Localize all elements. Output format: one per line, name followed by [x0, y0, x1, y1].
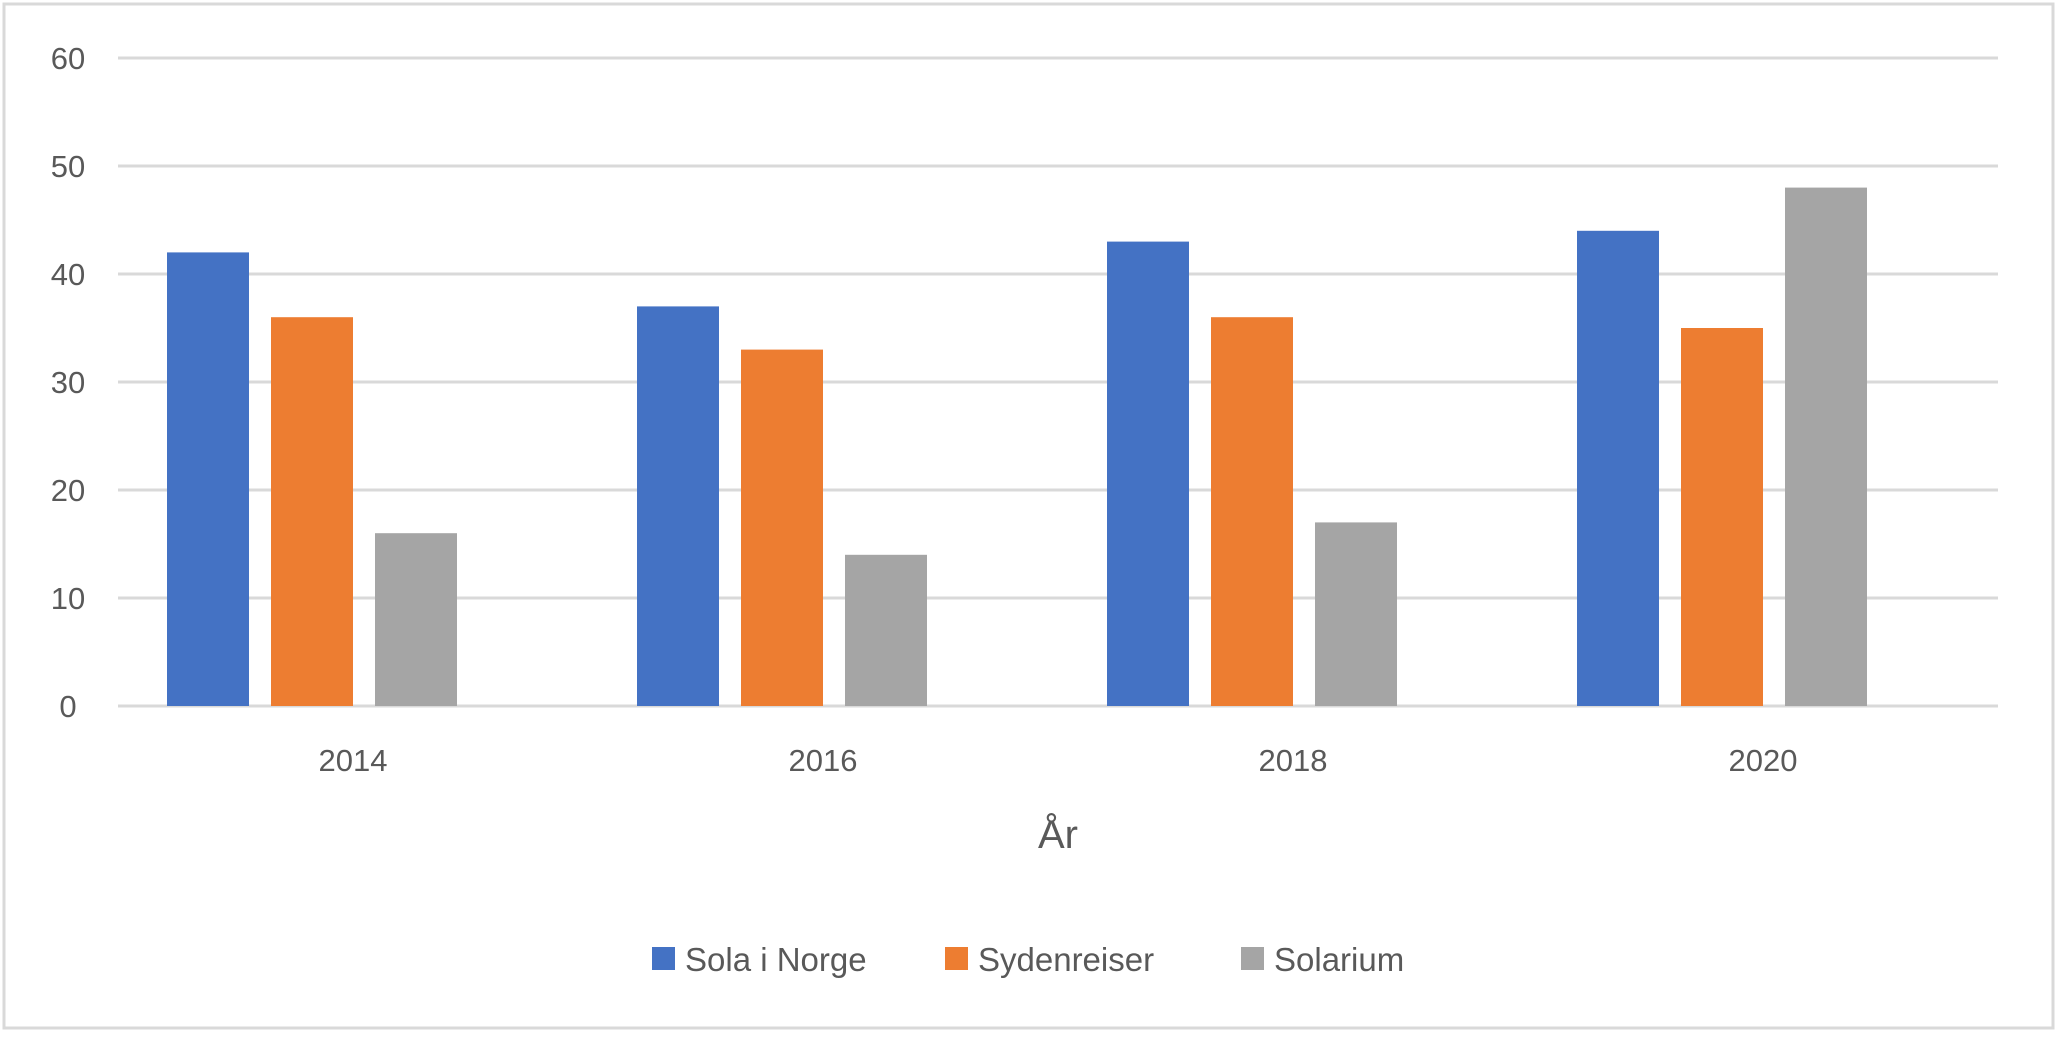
bar-sydenreiser-2018 [1211, 317, 1293, 706]
legend-label: Solarium [1274, 941, 1404, 978]
bar-solarium-2016 [845, 554, 927, 706]
bar-sydenreiser-2020 [1681, 328, 1763, 706]
bar-sola-i-norge-2020 [1577, 230, 1659, 707]
y-tick-label: 50 [51, 149, 85, 184]
y-tick-label: 60 [51, 41, 85, 76]
y-tick-label: 40 [51, 257, 85, 292]
legend: Sola i Norge Sydenreiser Solarium [652, 941, 1404, 978]
legend-item: Sydenreiser [945, 941, 1154, 978]
x-axis-ticks: 2014 2016 2018 2020 [319, 743, 1798, 778]
bar-sola-i-norge-2018 [1107, 241, 1189, 706]
legend-item: Sola i Norge [652, 941, 867, 978]
y-tick-label: 30 [51, 365, 85, 400]
legend-swatch [1241, 947, 1264, 970]
legend-swatch [652, 947, 675, 970]
bar-sola-i-norge-2016 [637, 306, 719, 706]
x-tick-label: 2018 [1259, 743, 1328, 778]
y-tick-label: 0 [59, 689, 76, 724]
bar-sydenreiser-2014 [271, 317, 353, 706]
x-tick-label: 2020 [1729, 743, 1798, 778]
y-tick-label: 10 [51, 581, 85, 616]
y-axis-ticks: 0 10 20 30 40 50 60 [51, 41, 85, 724]
x-axis-title: År [1038, 812, 1078, 857]
bar-sola-i-norge-2014 [167, 252, 249, 706]
legend-item: Solarium [1241, 941, 1404, 978]
legend-label: Sola i Norge [685, 941, 867, 978]
x-tick-label: 2014 [319, 743, 388, 778]
bar-solarium-2018 [1315, 522, 1397, 706]
legend-swatch [945, 947, 968, 970]
bar-solarium-2020 [1785, 187, 1867, 707]
bars [167, 187, 1867, 707]
legend-label: Sydenreiser [978, 941, 1154, 978]
bar-sydenreiser-2016 [741, 349, 823, 706]
x-tick-label: 2016 [789, 743, 858, 778]
y-tick-label: 20 [51, 473, 85, 508]
bar-solarium-2014 [375, 533, 457, 706]
